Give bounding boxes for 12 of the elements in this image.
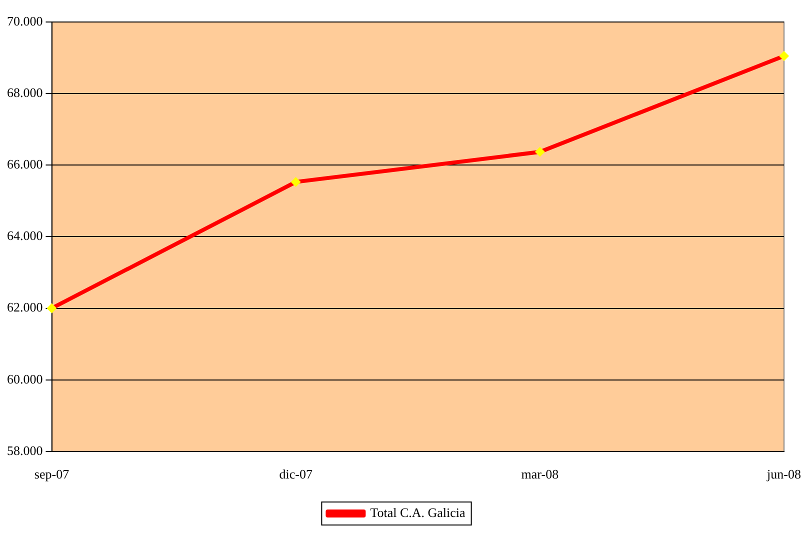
y-tick-label: 66.000: [7, 156, 43, 172]
x-tick-label: mar-08: [521, 466, 559, 482]
y-tick-label: 64.000: [7, 228, 43, 244]
legend-label: Total C.A. Galicia: [370, 504, 466, 520]
y-tick-label: 68.000: [7, 84, 43, 100]
x-tick-label: sep-07: [34, 466, 70, 482]
y-tick-label: 58.000: [7, 442, 43, 458]
y-tick-label: 60.000: [7, 371, 43, 386]
y-tick-label: 62.000: [7, 300, 43, 315]
x-tick-label: dic-07: [279, 466, 313, 482]
x-tick-label: jun-08: [766, 466, 802, 482]
y-tick-label: 70.000: [7, 13, 43, 28]
